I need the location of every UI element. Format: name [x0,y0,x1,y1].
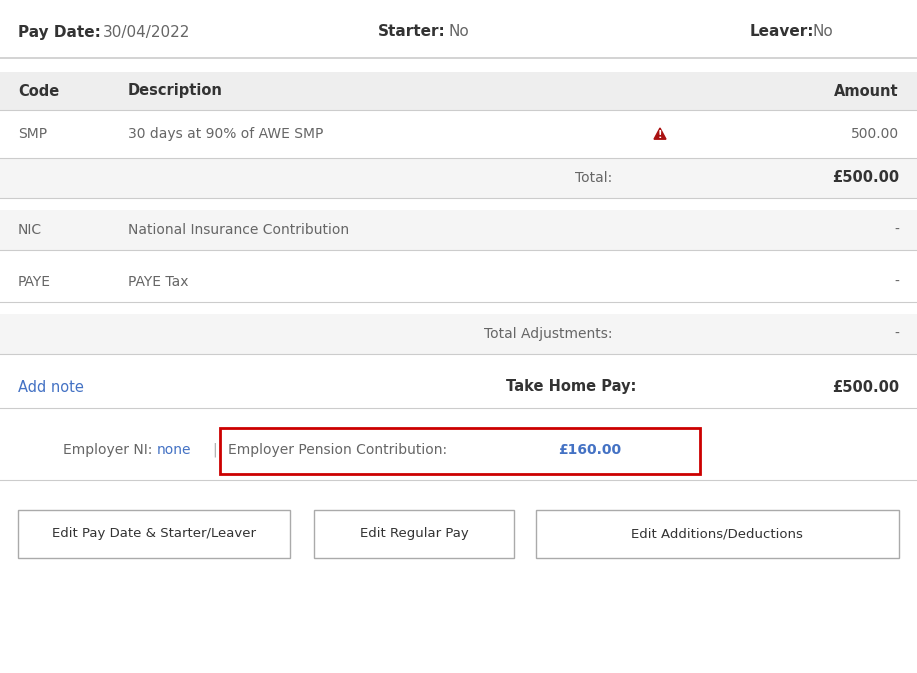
Bar [0,158,917,198]
Text: -: - [894,223,899,237]
Text: £500.00: £500.00 [832,170,899,186]
Text: Total:: Total: [575,171,612,185]
Bar [0,366,917,408]
Bar [0,420,917,480]
Text: Leaver:: Leaver: [750,24,814,40]
Text: 500.00: 500.00 [851,127,899,141]
Polygon shape [654,128,666,139]
Bar [314,510,514,558]
Text: 30 days at 90% of AWE SMP: 30 days at 90% of AWE SMP [128,127,324,141]
Text: -: - [894,275,899,289]
Text: Edit Regular Pay: Edit Regular Pay [359,528,469,540]
Text: 30/04/2022: 30/04/2022 [103,24,191,40]
Text: |: | [212,443,216,457]
Text: £500.00: £500.00 [832,380,899,394]
Text: Pay Date:: Pay Date: [18,24,101,40]
Text: -: - [894,327,899,341]
Text: Add note: Add note [18,380,83,394]
Text: No: No [812,24,833,40]
Text: Employer NI:: Employer NI: [62,443,152,457]
Text: NIC: NIC [18,223,42,237]
Text: Edit Pay Date & Starter/Leaver: Edit Pay Date & Starter/Leaver [52,528,256,540]
Text: Description: Description [128,83,223,98]
Bar [0,314,917,354]
Text: SMP: SMP [18,127,47,141]
Text: No: No [448,24,469,40]
Text: Amount: Amount [834,83,899,98]
Bar [18,510,290,558]
Text: £160.00: £160.00 [558,443,621,457]
Bar [0,210,917,250]
Text: Starter:: Starter: [378,24,446,40]
Text: PAYE: PAYE [18,275,51,289]
Text: Code: Code [18,83,60,98]
Bar [536,510,899,558]
Text: PAYE Tax: PAYE Tax [128,275,189,289]
Text: !: ! [657,130,662,140]
Bar [0,262,917,302]
Bar [0,72,917,110]
Text: Total Adjustments:: Total Adjustments: [483,327,612,341]
Bar [220,428,700,474]
Text: Edit Additions/Deductions: Edit Additions/Deductions [631,528,803,540]
Text: National Insurance Contribution: National Insurance Contribution [128,223,349,237]
Text: Take Home Pay:: Take Home Pay: [505,380,636,394]
Bar [0,110,917,158]
Text: none: none [157,443,192,457]
Text: Employer Pension Contribution:: Employer Pension Contribution: [228,443,447,457]
